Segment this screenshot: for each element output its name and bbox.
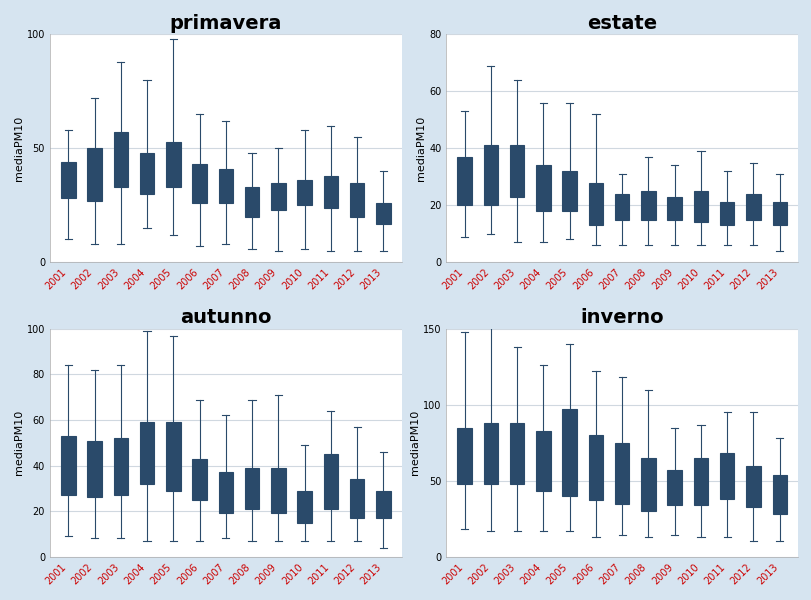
- PathPatch shape: [271, 182, 285, 210]
- PathPatch shape: [719, 202, 733, 225]
- Title: primavera: primavera: [169, 14, 281, 33]
- PathPatch shape: [88, 148, 101, 201]
- Y-axis label: mediaPM10: mediaPM10: [14, 116, 24, 181]
- PathPatch shape: [509, 423, 524, 484]
- PathPatch shape: [535, 166, 550, 211]
- PathPatch shape: [297, 491, 311, 523]
- PathPatch shape: [324, 176, 337, 208]
- Y-axis label: mediaPM10: mediaPM10: [410, 410, 419, 475]
- PathPatch shape: [562, 171, 576, 211]
- PathPatch shape: [375, 203, 390, 224]
- PathPatch shape: [588, 182, 603, 225]
- PathPatch shape: [693, 458, 707, 505]
- PathPatch shape: [745, 466, 760, 506]
- Title: inverno: inverno: [580, 308, 663, 328]
- PathPatch shape: [693, 191, 707, 223]
- PathPatch shape: [483, 145, 497, 205]
- PathPatch shape: [375, 491, 390, 518]
- PathPatch shape: [139, 153, 154, 194]
- PathPatch shape: [588, 435, 603, 500]
- PathPatch shape: [114, 438, 128, 495]
- PathPatch shape: [297, 180, 311, 205]
- PathPatch shape: [509, 145, 524, 197]
- PathPatch shape: [271, 468, 285, 514]
- PathPatch shape: [114, 133, 128, 187]
- PathPatch shape: [192, 164, 207, 203]
- PathPatch shape: [771, 202, 786, 225]
- PathPatch shape: [771, 475, 786, 514]
- PathPatch shape: [324, 454, 337, 509]
- PathPatch shape: [139, 422, 154, 484]
- PathPatch shape: [245, 468, 259, 509]
- PathPatch shape: [245, 187, 259, 217]
- PathPatch shape: [535, 431, 550, 491]
- Title: estate: estate: [586, 14, 656, 33]
- PathPatch shape: [61, 162, 75, 199]
- PathPatch shape: [218, 472, 233, 514]
- PathPatch shape: [166, 142, 180, 187]
- PathPatch shape: [667, 197, 681, 220]
- PathPatch shape: [745, 194, 760, 220]
- PathPatch shape: [719, 454, 733, 499]
- PathPatch shape: [61, 436, 75, 495]
- PathPatch shape: [641, 458, 654, 511]
- Y-axis label: mediaPM10: mediaPM10: [416, 116, 426, 181]
- PathPatch shape: [166, 422, 180, 491]
- PathPatch shape: [350, 182, 364, 217]
- PathPatch shape: [350, 479, 364, 518]
- PathPatch shape: [667, 470, 681, 505]
- PathPatch shape: [614, 194, 629, 220]
- PathPatch shape: [457, 428, 471, 484]
- PathPatch shape: [457, 157, 471, 205]
- PathPatch shape: [88, 440, 101, 497]
- PathPatch shape: [614, 443, 629, 503]
- PathPatch shape: [641, 191, 654, 220]
- PathPatch shape: [483, 423, 497, 484]
- PathPatch shape: [562, 409, 576, 496]
- Title: autunno: autunno: [180, 308, 271, 328]
- PathPatch shape: [192, 459, 207, 500]
- Y-axis label: mediaPM10: mediaPM10: [14, 410, 24, 475]
- PathPatch shape: [218, 169, 233, 203]
